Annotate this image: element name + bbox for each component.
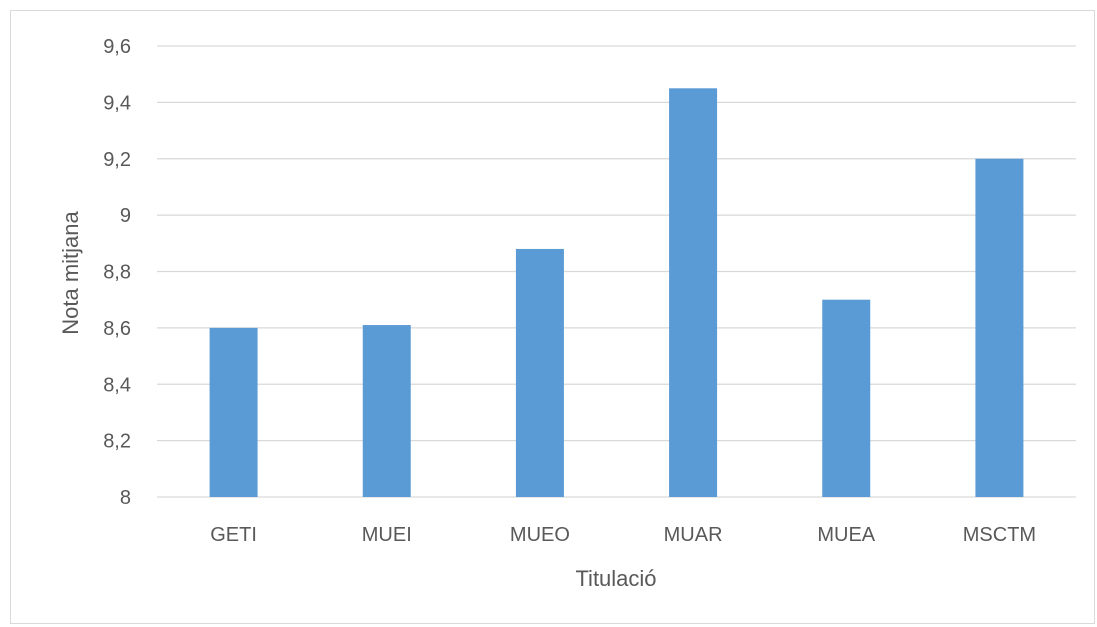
y-axis-ticks: 8 8,2 8,4 8,6 8,8 9 9,2 9,4 9,6 <box>103 36 131 509</box>
x-axis-title: Titulació <box>575 566 656 591</box>
bar-muar <box>669 88 718 497</box>
x-tick-label: MUAR <box>664 524 723 546</box>
x-tick-label: MUEI <box>362 524 412 546</box>
y-tick-label: 8,8 <box>103 262 131 284</box>
bars <box>209 88 1024 497</box>
gridlines <box>157 45 1076 498</box>
x-tick-label: MUEO <box>510 524 570 546</box>
x-tick-label: MSCTM <box>963 524 1036 546</box>
y-tick-label: 9,2 <box>103 149 131 171</box>
y-tick-label: 9,4 <box>103 92 131 114</box>
bar-mueo <box>515 248 564 497</box>
y-tick-label: 8,2 <box>103 431 131 453</box>
y-tick-label: 8,6 <box>103 318 131 340</box>
bar-geti <box>209 327 258 497</box>
x-tick-label: GETI <box>210 524 257 546</box>
y-tick-label: 9 <box>120 205 131 227</box>
y-axis-title: Nota mitjana <box>58 210 83 334</box>
y-tick-label: 8,4 <box>103 374 131 396</box>
y-tick-label: 8 <box>120 487 131 509</box>
y-tick-label: 9,6 <box>103 36 131 58</box>
bar-muei <box>362 325 411 497</box>
bar-msctm <box>975 158 1024 497</box>
x-tick-label: MUEA <box>817 524 875 546</box>
bar-muea <box>822 299 871 497</box>
x-axis-ticks: GETI MUEI MUEO MUAR MUEA MSCTM <box>210 524 1036 546</box>
